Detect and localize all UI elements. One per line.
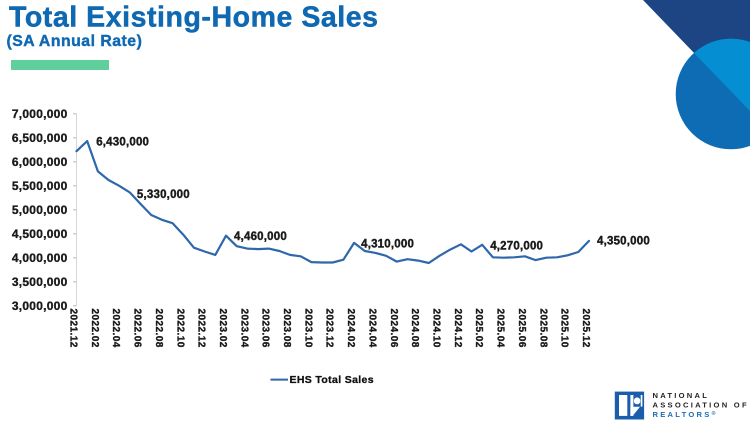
svg-text:REALTORS®: REALTORS®	[653, 410, 718, 419]
svg-text:3,000,000: 3,000,000	[12, 299, 68, 313]
svg-text:2023.02: 2023.02	[217, 309, 228, 348]
svg-text:2022.04: 2022.04	[110, 309, 121, 348]
svg-text:4,350,000: 4,350,000	[597, 235, 650, 247]
svg-text:4,270,000: 4,270,000	[490, 241, 543, 253]
svg-text:2024.12: 2024.12	[452, 309, 463, 348]
svg-text:2022.10: 2022.10	[174, 309, 185, 348]
svg-text:(SA Annual Rate): (SA Annual Rate)	[7, 33, 143, 50]
svg-text:4,000,000: 4,000,000	[12, 251, 68, 265]
svg-text:NATIONAL: NATIONAL	[653, 391, 710, 400]
svg-text:4,500,000: 4,500,000	[12, 227, 68, 241]
svg-text:2025.10: 2025.10	[559, 309, 570, 348]
svg-text:2024.06: 2024.06	[388, 309, 399, 348]
svg-text:ASSOCIATION OF: ASSOCIATION OF	[653, 401, 749, 410]
svg-text:2024.04: 2024.04	[367, 309, 378, 348]
svg-text:3,500,000: 3,500,000	[12, 275, 68, 289]
svg-text:2025.08: 2025.08	[537, 309, 548, 348]
svg-text:6,500,000: 6,500,000	[12, 131, 68, 145]
svg-text:2023.08: 2023.08	[281, 309, 292, 348]
svg-text:5,000,000: 5,000,000	[12, 203, 68, 217]
svg-text:2025.02: 2025.02	[473, 309, 484, 348]
svg-text:2023.12: 2023.12	[324, 309, 335, 348]
svg-text:2024.02: 2024.02	[345, 309, 356, 348]
svg-text:2025.04: 2025.04	[495, 309, 506, 348]
svg-text:2023.10: 2023.10	[302, 309, 313, 348]
svg-text:6,000,000: 6,000,000	[12, 155, 68, 169]
svg-text:2023.06: 2023.06	[260, 309, 271, 348]
svg-text:5,500,000: 5,500,000	[12, 179, 68, 193]
svg-text:5,330,000: 5,330,000	[137, 189, 190, 201]
svg-text:2022.06: 2022.06	[132, 309, 143, 348]
svg-text:4,460,000: 4,460,000	[234, 231, 287, 243]
svg-text:2025.12: 2025.12	[580, 309, 591, 348]
svg-text:4,310,000: 4,310,000	[361, 239, 414, 251]
svg-text:2024.10: 2024.10	[431, 309, 442, 348]
svg-text:2022.12: 2022.12	[196, 309, 207, 348]
svg-text:EHS Total Sales: EHS Total Sales	[290, 374, 374, 386]
svg-text:2024.08: 2024.08	[409, 309, 420, 348]
svg-text:2022.08: 2022.08	[153, 309, 164, 348]
svg-text:Total Existing-Home Sales: Total Existing-Home Sales	[9, 2, 379, 34]
svg-text:2023.04: 2023.04	[238, 309, 249, 348]
svg-text:2025.06: 2025.06	[516, 309, 527, 348]
svg-text:7,000,000: 7,000,000	[12, 107, 68, 121]
svg-text:6,430,000: 6,430,000	[96, 137, 149, 149]
svg-text:2022.02: 2022.02	[89, 309, 100, 348]
svg-text:2021.12: 2021.12	[68, 309, 79, 348]
